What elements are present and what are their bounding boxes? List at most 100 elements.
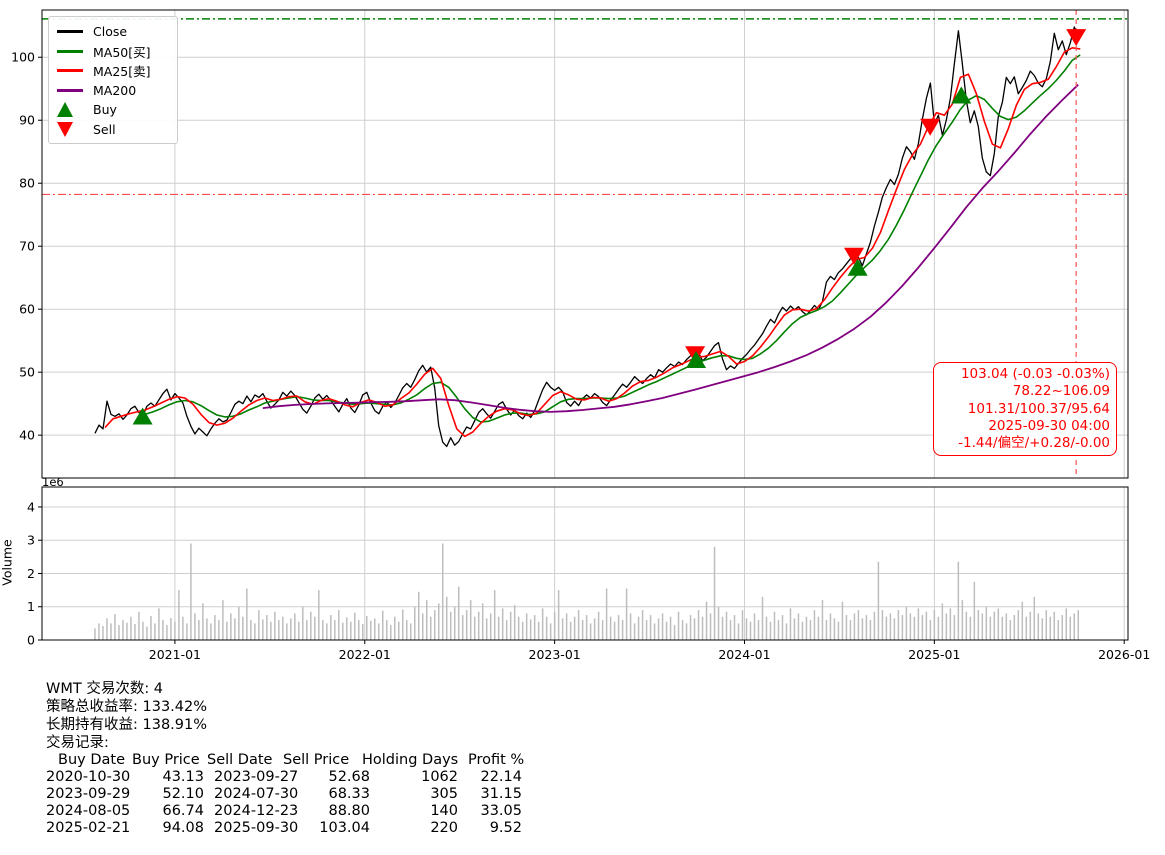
volume-axis-title: Volume bbox=[0, 539, 15, 586]
price-plot-border bbox=[41, 9, 1129, 479]
chart-legend: Close MA50[买] MA25[卖] MA200 Buy Sell bbox=[48, 16, 178, 144]
price-tick-label: 40 bbox=[19, 428, 35, 443]
line-sample bbox=[57, 69, 83, 73]
legend-marker-swatch bbox=[57, 102, 85, 118]
line-sample bbox=[57, 88, 83, 92]
legend-item-label: Buy bbox=[93, 102, 117, 118]
trade-cell: 33.05 bbox=[480, 803, 522, 819]
date-tick-label: 2023-01 bbox=[529, 647, 581, 662]
legend-item-ma200: MA200 bbox=[57, 81, 169, 101]
trade-cell: 31.15 bbox=[480, 786, 522, 802]
trade-cell: 2025-09-30 bbox=[214, 820, 299, 836]
legend-item-label: Close bbox=[93, 24, 128, 40]
sell-triangle-icon bbox=[57, 121, 73, 137]
trade-cell: 52.68 bbox=[328, 769, 370, 785]
legend-line-swatch bbox=[57, 30, 85, 34]
summary-strategy-return: 策略总收益率: 133.42% bbox=[46, 699, 208, 715]
legend-line-swatch bbox=[57, 88, 85, 92]
legend-item-label: MA25[卖] bbox=[93, 64, 151, 80]
price-tick-label: 80 bbox=[19, 176, 35, 191]
legend-line-swatch bbox=[57, 69, 85, 73]
line-sample bbox=[57, 30, 83, 34]
trade-row: 2025-02-21 94.08 2025-09-30 103.04 220 9.52 bbox=[0, 820, 522, 837]
date-tick-label: 2021-01 bbox=[149, 647, 201, 662]
trade-cell: 2024-08-05 bbox=[46, 803, 131, 819]
legend-item-close: Close bbox=[57, 22, 169, 42]
sell-marker bbox=[844, 247, 865, 265]
price-tick-label: 60 bbox=[19, 302, 35, 317]
trade-row: 2020-10-30 43.13 2023-09-27 52.68 1062 22.14 bbox=[0, 769, 522, 786]
trade-cell: 68.33 bbox=[328, 786, 370, 802]
buy-marker bbox=[847, 258, 868, 276]
price-tick-label: 70 bbox=[19, 239, 35, 254]
buy-marker bbox=[132, 407, 153, 425]
ma200-line bbox=[262, 84, 1079, 413]
volume-tick-label: 2 bbox=[27, 566, 35, 581]
price-annotation-box: 103.04 (-0.03 -0.03%) 78.22~106.09 101.31/… bbox=[933, 362, 1117, 457]
volume-tick-label: 3 bbox=[27, 533, 35, 548]
trade-cell: 9.52 bbox=[489, 820, 522, 836]
trade-cell: 103.04 bbox=[319, 820, 370, 836]
strategy-summary: WMT 交易次数: 4 策略总收益率: 133.42% 长期持有收益: 138.… bbox=[46, 680, 207, 752]
annotation-line-3: 101.31/100.37/95.64 bbox=[967, 400, 1110, 417]
column-header: Sell Date bbox=[207, 752, 273, 768]
volume-plot-border bbox=[41, 486, 1129, 641]
buy-marker bbox=[686, 350, 707, 368]
line-sample bbox=[57, 49, 83, 53]
volume-tick-label: 1 bbox=[27, 599, 35, 614]
column-header: Holding Days bbox=[362, 752, 459, 768]
annotation-line-2: 78.22~106.09 bbox=[1012, 383, 1110, 400]
trade-cell: 2023-09-27 bbox=[214, 769, 299, 785]
legend-line-swatch bbox=[57, 49, 85, 53]
trade-record-table: Buy Date Buy Price Sell Date Sell Price Hold… bbox=[0, 752, 525, 837]
trade-cell: 140 bbox=[430, 803, 458, 819]
trade-cell: 2025-02-21 bbox=[46, 820, 131, 836]
column-header: Profit % bbox=[468, 752, 525, 768]
legend-item-buy: Buy bbox=[57, 100, 169, 120]
date-tick-label: 2026-01 bbox=[1098, 647, 1150, 662]
date-tick-label: 2024-01 bbox=[718, 647, 770, 662]
column-header: Buy Date bbox=[58, 752, 125, 768]
column-header: Buy Price bbox=[132, 752, 200, 768]
legend-item-ma25-: MA25[卖] bbox=[57, 61, 169, 81]
ma50-line bbox=[144, 54, 1081, 423]
legend-item-label: MA200 bbox=[93, 82, 137, 98]
trade-row: 2024-08-05 66.74 2024-12-23 88.80 140 33.05 bbox=[0, 803, 522, 820]
trade-cell: 2024-07-30 bbox=[214, 786, 299, 802]
trade-cell: 88.80 bbox=[328, 803, 370, 819]
close-line bbox=[94, 26, 1079, 448]
trade-cell: 22.14 bbox=[480, 769, 522, 785]
trade-cell: 94.08 bbox=[162, 820, 204, 836]
trade-cell: 52.10 bbox=[162, 786, 204, 802]
legend-item-label: Sell bbox=[93, 121, 116, 137]
annotation-line-1: 103.04 (-0.03 -0.03%) bbox=[960, 366, 1110, 382]
buy-triangle-icon bbox=[57, 102, 73, 118]
trade-cell: 66.74 bbox=[162, 803, 204, 819]
trade-cell: 1062 bbox=[421, 769, 458, 785]
column-header: Sell Price bbox=[283, 752, 350, 768]
trade-cell: 305 bbox=[430, 786, 458, 802]
trade-cell: 2023-09-29 bbox=[46, 786, 131, 802]
annotation-line-4: 2025-09-30 04:00 bbox=[988, 417, 1110, 434]
legend-item-sell: Sell bbox=[57, 120, 169, 140]
volume-tick-label: 4 bbox=[27, 499, 35, 514]
trade-cell: 2020-10-30 bbox=[46, 769, 131, 785]
volume-axis-offset-label: 1e6 bbox=[42, 475, 64, 489]
summary-buyhold-return: 长期持有收益: 138.91% bbox=[46, 717, 208, 733]
legend-item-label: MA50[买] bbox=[93, 44, 151, 60]
sell-marker bbox=[1066, 29, 1087, 47]
sell-marker bbox=[920, 118, 941, 136]
trade-cell: 2024-12-23 bbox=[214, 803, 299, 819]
price-tick-label: 50 bbox=[19, 365, 35, 380]
date-tick-label: 2022-01 bbox=[339, 647, 391, 662]
trade-row: 2023-09-29 52.10 2024-07-30 68.33 305 31.15 bbox=[0, 786, 522, 803]
volume-tick-label: 0 bbox=[27, 633, 35, 648]
ma25-line bbox=[104, 46, 1081, 438]
trade-table-header: Buy Date Buy Price Sell Date Sell Price Hold… bbox=[0, 752, 525, 769]
annotation-line-5: -1.44/偏空/+0.28/-0.00 bbox=[958, 435, 1110, 452]
trade-cell: 220 bbox=[430, 820, 458, 836]
summary-trades-title: 交易记录: bbox=[46, 735, 109, 751]
date-tick-label: 2025-01 bbox=[908, 647, 960, 662]
price-tick-label: 90 bbox=[19, 113, 35, 128]
